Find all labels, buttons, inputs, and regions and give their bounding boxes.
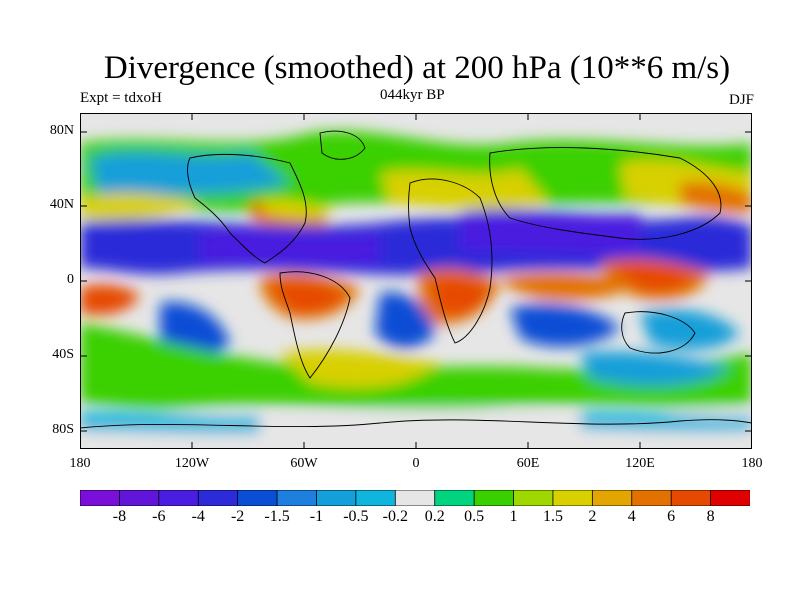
lat-tick-80n: 80N (49, 123, 74, 138)
colorbar-label: 0.5 (464, 508, 485, 525)
time-label: 044kyr BP (380, 87, 445, 103)
lon-tick-120e: 120E (625, 456, 655, 471)
lon-tick-60e: 60E (516, 456, 540, 471)
coastlines (80, 130, 752, 429)
field-region (200, 230, 380, 266)
colorbar-swatch (591, 490, 633, 506)
colorbar-swatch (355, 490, 396, 506)
colorbar-swatch (552, 490, 594, 506)
field-region (380, 168, 550, 209)
lat-tick-40n: 40N (49, 197, 74, 212)
colorbar-label: -0.5 (343, 508, 369, 525)
season-label: DJF (728, 92, 754, 108)
lon-tick-120w: 120W (174, 456, 210, 471)
colorbar-label: -2 (230, 508, 245, 525)
field-region (640, 309, 740, 350)
colorbar (80, 490, 750, 506)
colorbar-swatch (473, 490, 515, 506)
lon-tick-180w: 180 (69, 456, 91, 471)
colorbar-swatch (119, 490, 160, 506)
colorbar-swatch (237, 490, 278, 506)
colorbar-label: 1.5 (542, 508, 563, 525)
lon-tick-180e: 180 (741, 456, 763, 471)
colorbar-label: 6 (667, 508, 676, 525)
field-region (260, 199, 335, 219)
colorbar-swatch (513, 490, 554, 506)
colorbar-label: -6 (152, 508, 166, 525)
lon-tick-60w: 60W (290, 456, 318, 471)
colorbar-swatch (631, 490, 672, 506)
colorbar-swatch (710, 490, 750, 506)
colorbar-label: 0.2 (424, 508, 445, 525)
coastline-greenland (319, 130, 366, 160)
field-region (460, 209, 640, 255)
colorbar-swatch (158, 490, 199, 506)
colorbar-label: -1.5 (264, 508, 290, 525)
colorbar-label: -4 (191, 508, 205, 525)
field-region (500, 273, 640, 300)
colorbar-label: 8 (706, 508, 715, 525)
field-region (610, 262, 695, 291)
field-region (680, 181, 752, 213)
field-region (280, 349, 440, 388)
colorbar-swatch (276, 490, 318, 506)
experiment-label: Expt = tdxoH (80, 90, 162, 106)
colorbar-swatch (197, 490, 239, 506)
field-region (90, 152, 290, 198)
field-region (80, 323, 752, 410)
lat-tick-40s: 40S (52, 347, 74, 362)
lat-tick-0: 0 (67, 272, 74, 287)
colorbar-swatch (434, 490, 475, 506)
coastline-asia (489, 147, 722, 240)
lon-tick-0: 0 (412, 456, 420, 471)
coastline-europe-africa (408, 178, 493, 344)
colorbar-label: 2 (588, 508, 597, 525)
field-region (80, 412, 260, 434)
colorbar-label: -1 (309, 508, 324, 525)
colorbar-swatch (80, 490, 121, 506)
colorbar-swatch (316, 490, 357, 506)
field-region (80, 192, 200, 220)
field-region (80, 284, 140, 315)
field-region (580, 351, 730, 386)
lat-tick-80s: 80S (52, 422, 74, 437)
field-region (430, 277, 490, 315)
divergence-map (80, 113, 752, 449)
colorbar-label: -0.2 (382, 508, 408, 525)
field-region (270, 282, 345, 313)
coastline-antarctica (80, 419, 752, 429)
colorbar-swatch (670, 490, 712, 506)
colorbar-label: 1 (509, 508, 518, 525)
coastline-north-america (187, 153, 307, 264)
colorbar-label: -8 (112, 508, 127, 525)
map-title: Divergence (smoothed) at 200 hPa (10**6 … (103, 50, 731, 86)
field-region (375, 292, 435, 348)
coastline-australia (621, 311, 696, 354)
axis-ticks (80, 113, 752, 449)
colorbar-swatch (394, 490, 436, 506)
colorbar-label: 4 (627, 508, 636, 525)
field-region (510, 304, 620, 347)
coastline-south-america (279, 271, 351, 379)
